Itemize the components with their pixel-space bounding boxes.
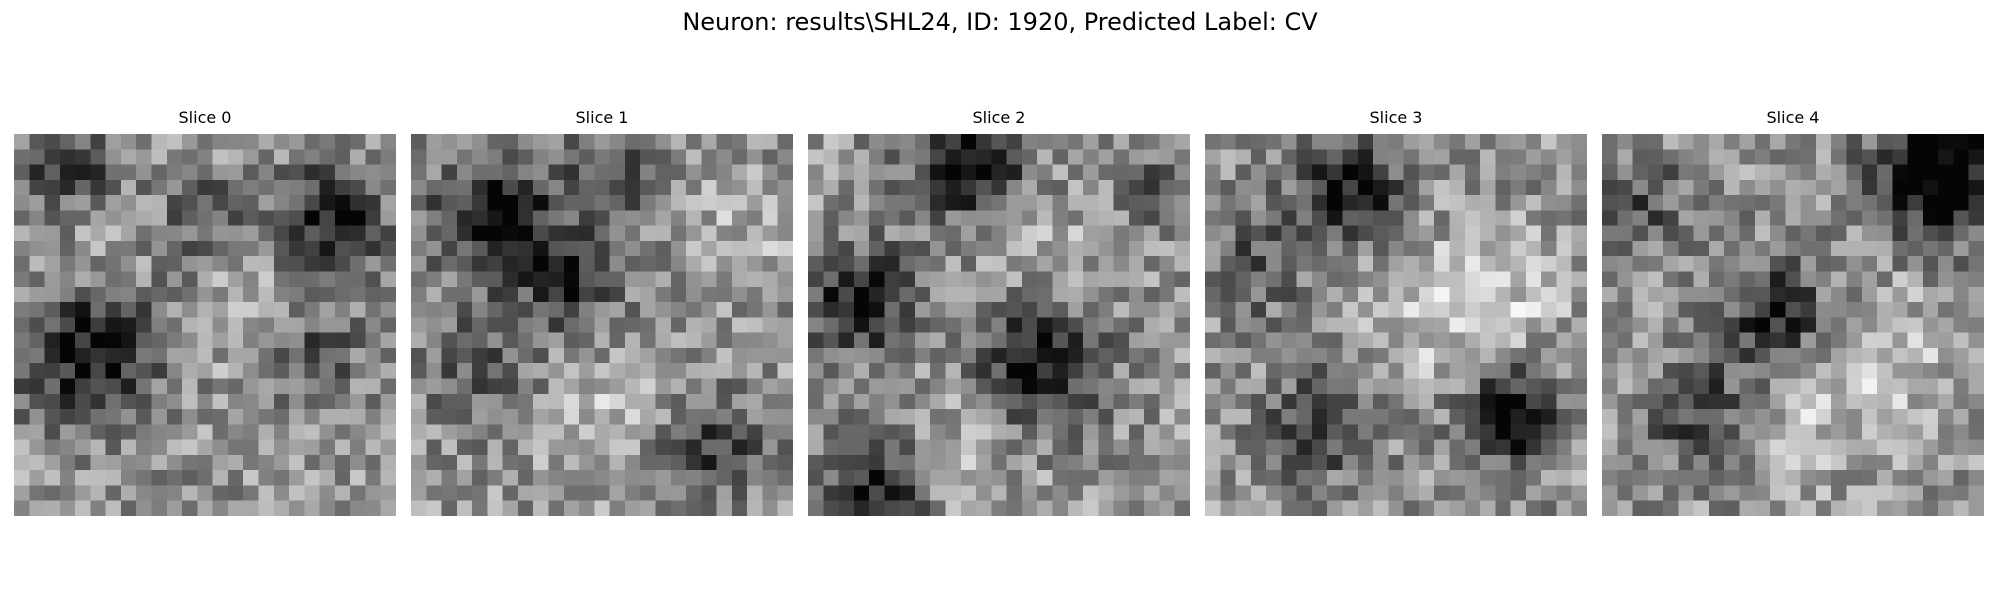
slice-panel-3: Slice 3 bbox=[1205, 108, 1587, 516]
slice-title: Slice 3 bbox=[1369, 108, 1423, 127]
slice-panel-0: Slice 0 bbox=[14, 108, 396, 516]
slice-title: Slice 0 bbox=[178, 108, 232, 127]
slice-image-2 bbox=[808, 134, 1190, 516]
slice-panel-4: Slice 4 bbox=[1602, 108, 1984, 516]
slice-panel-1: Slice 1 bbox=[411, 108, 793, 516]
slice-image-1 bbox=[411, 134, 793, 516]
slice-image-4 bbox=[1602, 134, 1984, 516]
slice-image-3 bbox=[1205, 134, 1587, 516]
slice-title: Slice 1 bbox=[575, 108, 629, 127]
slice-title: Slice 2 bbox=[972, 108, 1026, 127]
figure-title: Neuron: results\SHL24, ID: 1920, Predict… bbox=[682, 8, 1318, 36]
slice-title: Slice 4 bbox=[1766, 108, 1820, 127]
slice-panel-2: Slice 2 bbox=[808, 108, 1190, 516]
slice-image-0 bbox=[14, 134, 396, 516]
